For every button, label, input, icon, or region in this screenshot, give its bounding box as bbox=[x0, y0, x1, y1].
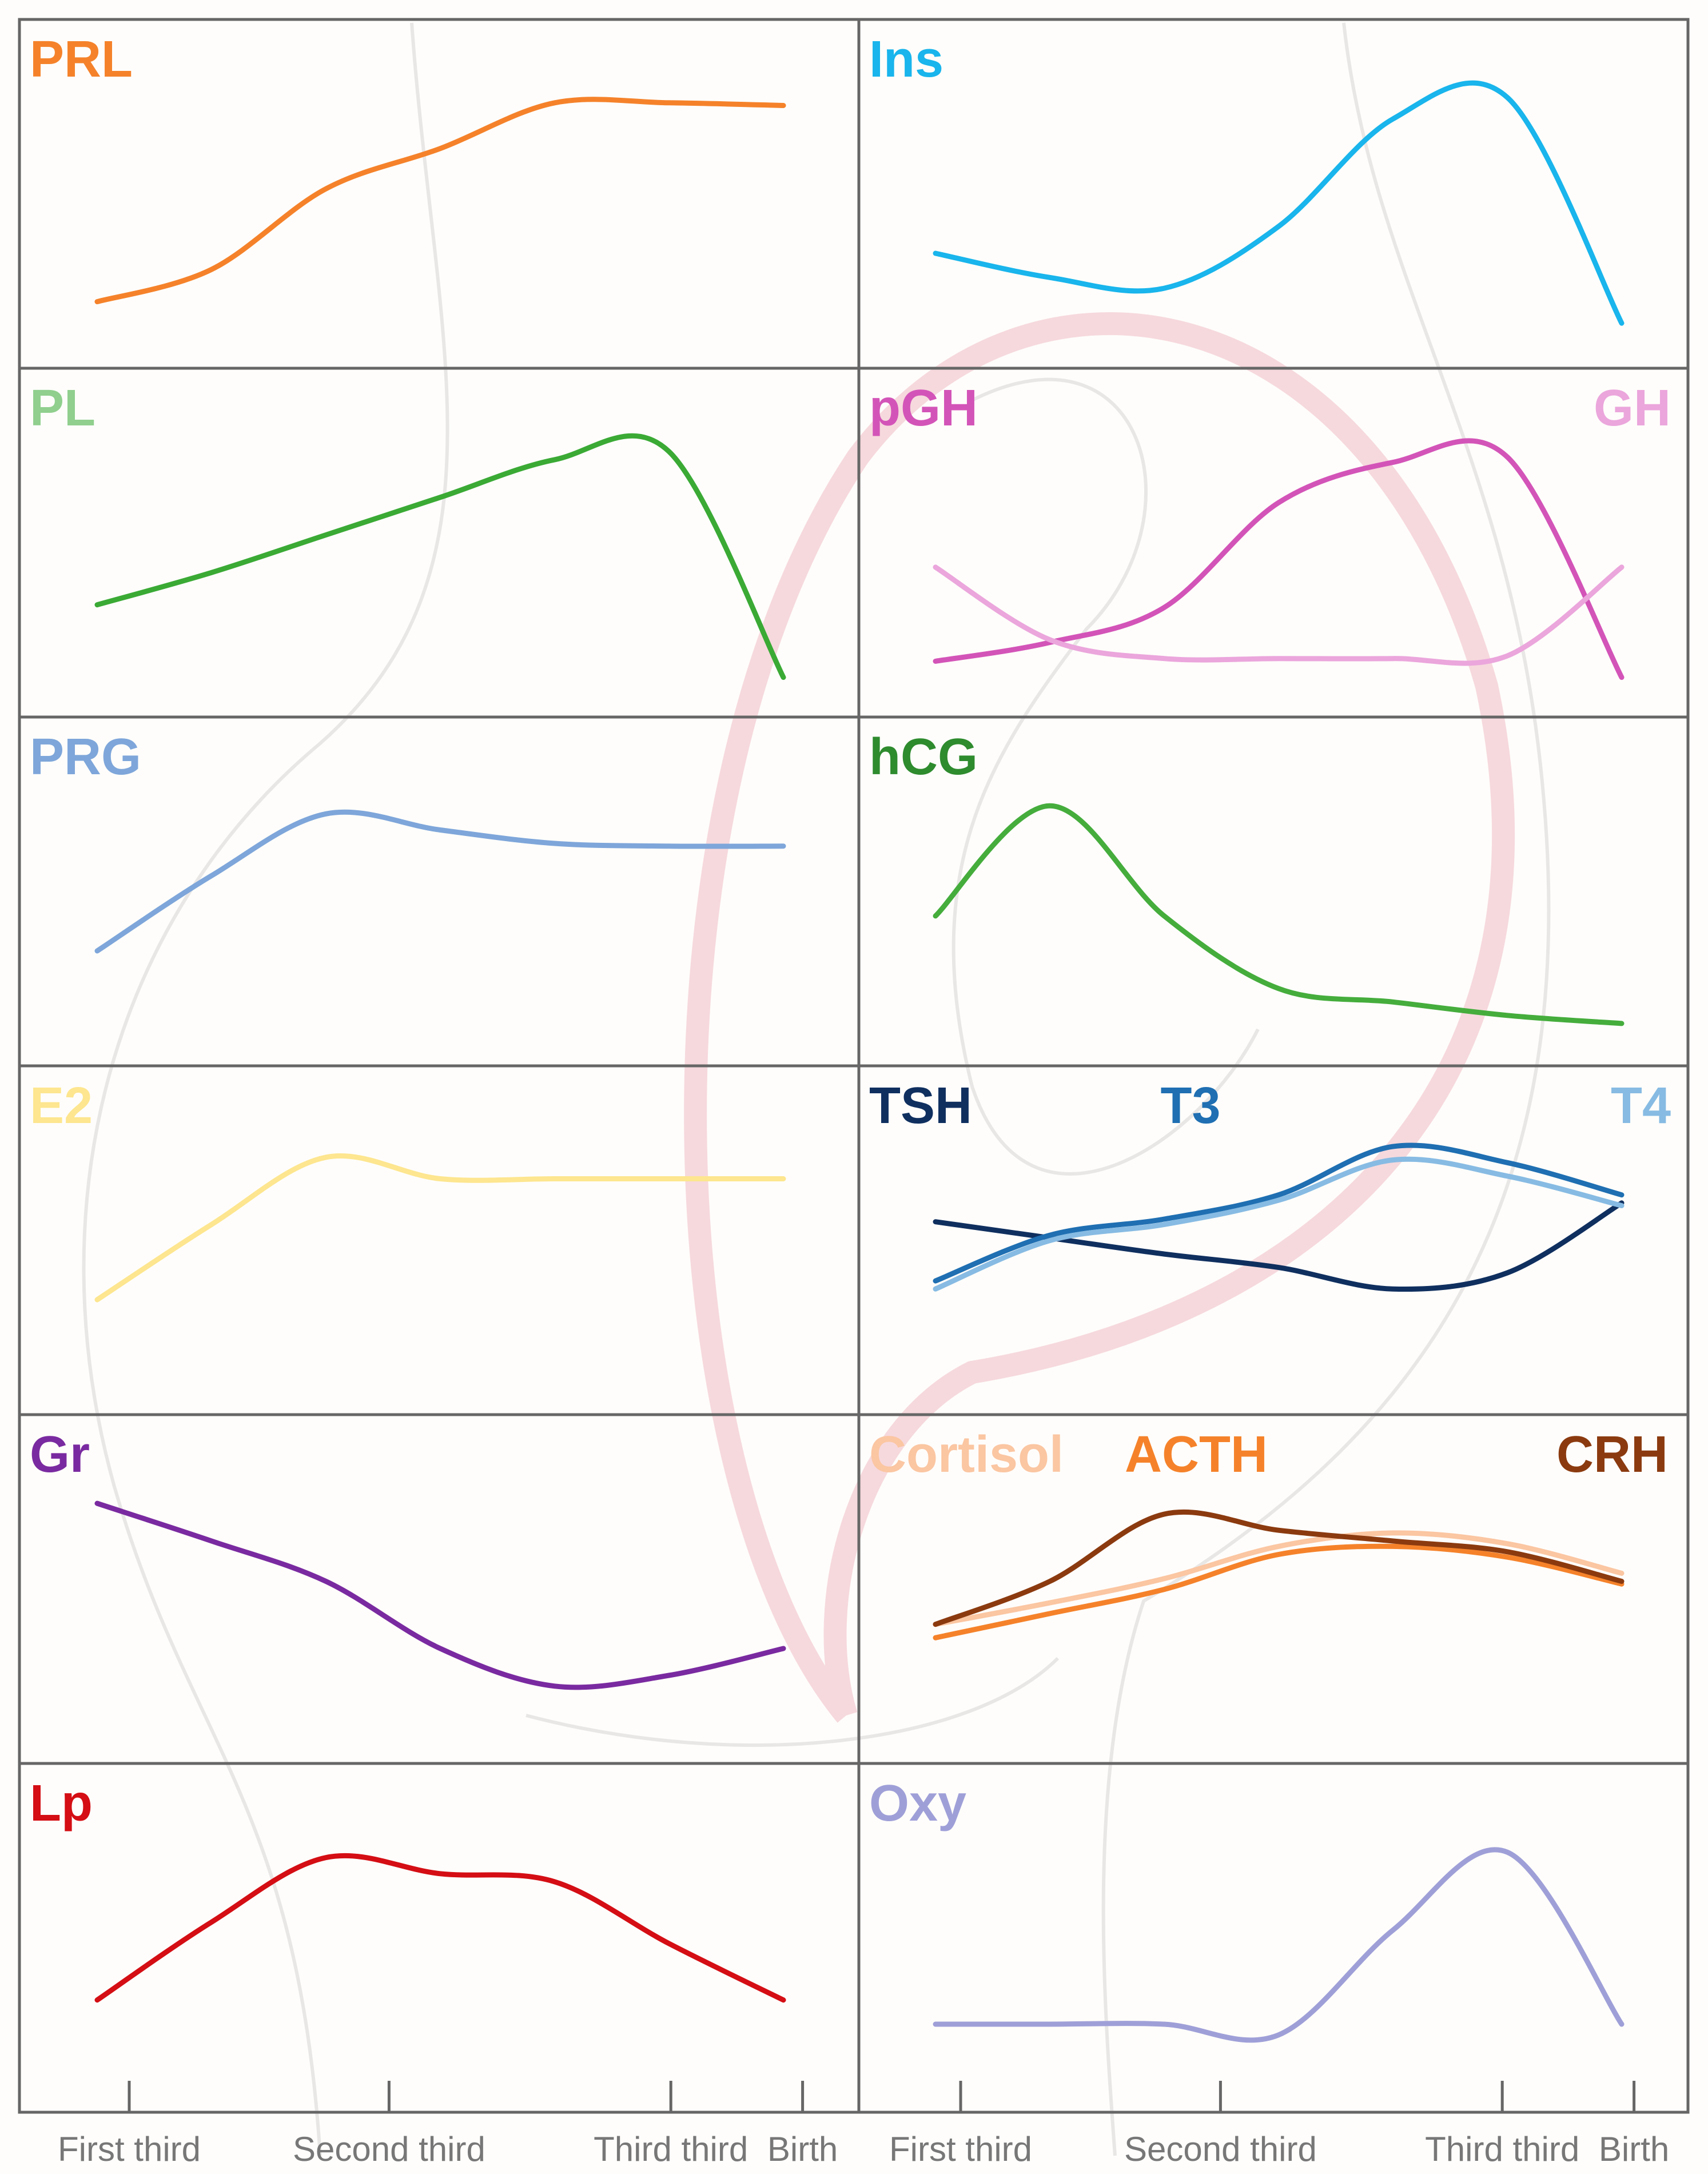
label-oxy: Oxy bbox=[869, 1775, 966, 1832]
label-pl: PL bbox=[30, 380, 95, 437]
illustration-body-outline bbox=[82, 22, 449, 2156]
panels-layer: PRL Ins PL pGH GH PRG hCG E2 TSH T3 T4 Gr Cortisol AC… bbox=[30, 31, 1671, 2043]
series-line-crh bbox=[933, 1509, 1625, 1627]
x-tick-label-right-third-third: Third third bbox=[1425, 2130, 1579, 2168]
panel-pgh-gh: pGH GH bbox=[869, 380, 1671, 680]
label-e2: E2 bbox=[30, 1077, 93, 1134]
x-tick-label-left-second-third: Second third bbox=[293, 2130, 485, 2168]
series-line-prg bbox=[94, 809, 786, 954]
label-ins: Ins bbox=[869, 31, 943, 88]
label-acth: ACTH bbox=[1125, 1426, 1268, 1483]
series-line-acth bbox=[933, 1543, 1625, 1641]
panel-pl: PL bbox=[30, 380, 786, 680]
x-tick-label-left-third-third: Third third bbox=[594, 2130, 748, 2168]
series-line-cortisol bbox=[933, 1530, 1625, 1627]
illustration-fetus-outline bbox=[951, 377, 1260, 1176]
panel-ins: Ins bbox=[869, 31, 1625, 326]
panel-lp: Lp bbox=[30, 1775, 786, 2003]
panel-cortisol-acth-crh: Cortisol ACTH CRH bbox=[869, 1426, 1668, 1641]
series-line-tsh bbox=[933, 1200, 1625, 1292]
series-line-gh bbox=[933, 564, 1625, 666]
label-gh: GH bbox=[1594, 380, 1671, 437]
series-line-e2 bbox=[94, 1153, 786, 1303]
x-tick-label-right-first-third: First third bbox=[889, 2130, 1032, 2168]
label-prl: PRL bbox=[30, 31, 133, 88]
panel-tsh-t3-t4: TSH T3 T4 bbox=[869, 1077, 1671, 1292]
panel-grid bbox=[18, 18, 1690, 2114]
label-t3: T3 bbox=[1160, 1077, 1220, 1134]
illustration-uterus-outline bbox=[684, 312, 1515, 1723]
panel-prg: PRG bbox=[30, 728, 786, 954]
panel-e2: E2 bbox=[30, 1077, 786, 1303]
x-tick-label-left-birth: Birth bbox=[767, 2130, 838, 2168]
x-tick-label-left-first-third: First third bbox=[58, 2130, 201, 2168]
label-cortisol: Cortisol bbox=[869, 1426, 1064, 1483]
label-crh: CRH bbox=[1556, 1426, 1668, 1483]
x-tick-label-right-birth: Birth bbox=[1599, 2130, 1669, 2168]
series-line-pl bbox=[94, 433, 786, 680]
x-axes: First third Second third Third third Birth F… bbox=[58, 2081, 1669, 2168]
label-t4: T4 bbox=[1611, 1077, 1671, 1134]
label-pgh: pGH bbox=[869, 380, 978, 437]
label-gr: Gr bbox=[30, 1426, 90, 1483]
series-line-oxy bbox=[933, 1847, 1625, 2043]
panel-gr: Gr bbox=[30, 1426, 786, 1690]
label-tsh: TSH bbox=[869, 1077, 972, 1134]
label-prg: PRG bbox=[30, 728, 141, 786]
series-line-t3 bbox=[933, 1142, 1625, 1284]
series-line-lp bbox=[94, 1853, 786, 2003]
x-tick-label-right-second-third: Second third bbox=[1124, 2130, 1317, 2168]
series-line-t4 bbox=[933, 1156, 1625, 1292]
series-line-hcg bbox=[933, 803, 1625, 1026]
label-hcg: hCG bbox=[869, 728, 978, 786]
series-line-gr bbox=[94, 1500, 786, 1690]
series-line-ins bbox=[933, 80, 1625, 326]
label-lp: Lp bbox=[30, 1775, 93, 1832]
illustration-floor-line bbox=[525, 1657, 1060, 1747]
panel-oxy: Oxy bbox=[869, 1775, 1625, 2043]
panel-hcg: hCG bbox=[869, 728, 1625, 1026]
panel-prl: PRL bbox=[30, 31, 786, 305]
series-line-prl bbox=[94, 97, 786, 305]
